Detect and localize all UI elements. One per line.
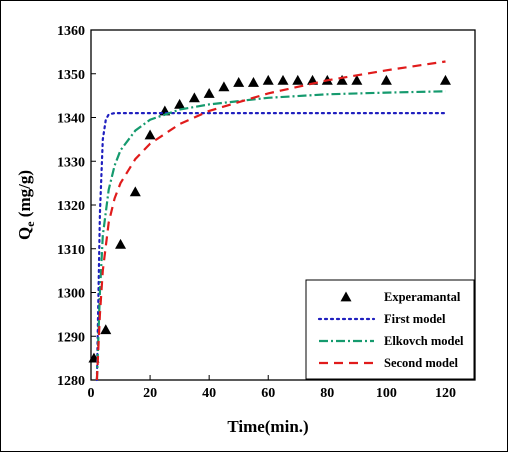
data-point-triangle [380, 74, 392, 85]
y-tick-label: 1330 [57, 155, 85, 170]
series-line-first-model [95, 112, 447, 382]
data-point-triangle [218, 81, 230, 92]
x-tick-label: 100 [376, 386, 397, 401]
x-tick-label: 40 [202, 386, 216, 401]
legend: Experamantal First model Elkovch model Seco… [305, 279, 475, 380]
legend-label: Experamantal [384, 290, 461, 304]
y-tick-label: 1280 [57, 374, 85, 389]
data-point-triangle [115, 238, 127, 249]
legend-label: Elkovch model [384, 334, 464, 348]
y-axis-title-rest: (mg/g) [15, 170, 34, 221]
y-tick-label: 1300 [57, 287, 85, 302]
data-point-triangle [439, 74, 451, 85]
data-point-triangle [188, 92, 200, 103]
series-line-second-model [95, 60, 446, 381]
y-axis-title: Qe (mg/g) [15, 170, 37, 240]
y-tick-label: 1290 [57, 330, 85, 345]
data-point-triangle [277, 74, 289, 85]
data-point-triangle [174, 98, 186, 109]
x-tick-label: 120 [435, 386, 456, 401]
data-point-triangle [203, 87, 215, 98]
data-point-triangle [336, 74, 348, 85]
data-point-triangle [247, 77, 259, 87]
x-tick-label: 60 [261, 386, 275, 401]
data-point-triangle [351, 74, 363, 85]
y-tick-label: 1310 [57, 243, 85, 258]
y-axis-title-sub: e [23, 221, 37, 227]
axes: 0 20 40 60 80 100 120 1280 1290 1300 1310 1320 1330 1… [57, 24, 476, 401]
y-tick-label: 1360 [57, 24, 85, 39]
x-tick-label: 80 [320, 386, 334, 401]
data-point-triangle [292, 74, 304, 85]
x-tick-label: 20 [143, 386, 157, 401]
data-point-triangle [129, 186, 141, 197]
y-tick-label: 1320 [57, 199, 85, 214]
legend-swatch-triangle [340, 291, 352, 302]
y-tick-label: 1340 [57, 112, 85, 127]
x-tick-label: 0 [88, 386, 95, 401]
plot-area [88, 60, 451, 382]
data-point-triangle [100, 324, 112, 335]
legend-label: First model [384, 312, 446, 326]
data-point-triangle [144, 129, 156, 140]
legend-label: Second model [384, 356, 458, 370]
series-line-elkovch-model [95, 90, 446, 381]
y-tick-label: 1350 [57, 68, 85, 83]
y-axis-title-main: Q [15, 227, 34, 240]
x-axis-title: Time(min.) [227, 417, 308, 436]
data-point-triangle [262, 74, 274, 85]
data-point-triangle [233, 77, 245, 87]
